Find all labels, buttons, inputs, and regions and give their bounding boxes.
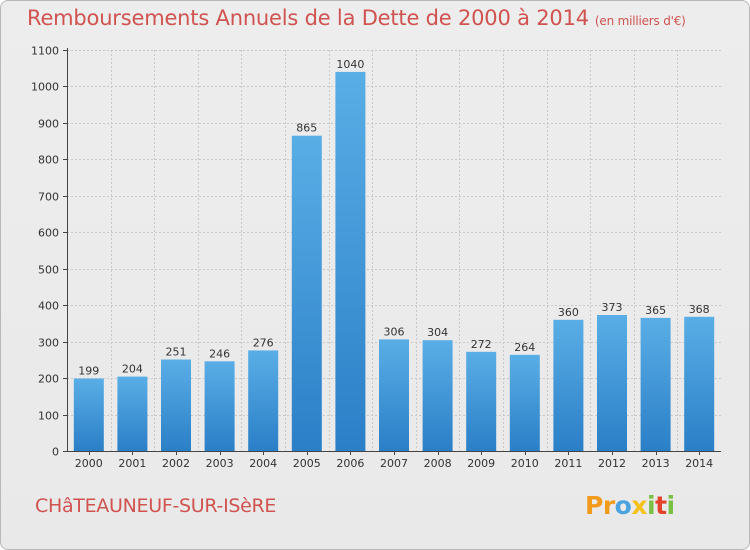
bar bbox=[466, 351, 497, 451]
data-label: 272 bbox=[471, 338, 492, 351]
x-tick-label: 2009 bbox=[467, 457, 495, 470]
bar bbox=[597, 315, 627, 451]
x-tick-label: 2002 bbox=[162, 457, 190, 470]
y-tick-label: 800 bbox=[38, 154, 59, 167]
x-tick-label: 2003 bbox=[206, 457, 234, 470]
data-label: 304 bbox=[427, 326, 448, 339]
bar bbox=[640, 317, 671, 451]
bar bbox=[509, 354, 540, 451]
y-tick-label: 300 bbox=[38, 337, 59, 350]
chart-unit: (en milliers d'€) bbox=[594, 14, 686, 28]
y-tick-label: 200 bbox=[38, 373, 59, 386]
bar bbox=[684, 316, 715, 451]
bar bbox=[335, 71, 366, 452]
data-label: 246 bbox=[209, 347, 230, 360]
logo-letter: x bbox=[631, 491, 647, 520]
data-label: 204 bbox=[122, 363, 143, 376]
bars bbox=[73, 71, 715, 452]
bar bbox=[204, 361, 235, 451]
logo-letter: r bbox=[602, 491, 615, 520]
y-tick-label: 1100 bbox=[31, 45, 59, 58]
commune-name: CHâTEAUNEUF-SUR-ISèRE bbox=[35, 495, 277, 517]
logo-letter: i bbox=[666, 491, 676, 520]
chart-title: Remboursements Annuels de la Dette de 20… bbox=[27, 6, 686, 30]
x-tick-label: 2010 bbox=[511, 457, 539, 470]
logo-letter: t bbox=[655, 491, 667, 520]
x-tick-label: 2004 bbox=[249, 457, 277, 470]
bar bbox=[553, 319, 584, 451]
y-tick-label: 600 bbox=[38, 227, 59, 240]
y-tick-label: 900 bbox=[38, 118, 59, 131]
bar bbox=[161, 359, 191, 451]
proxiti-logo[interactable]: Proxiti bbox=[585, 491, 675, 520]
bar bbox=[422, 340, 453, 451]
x-tick-label: 2012 bbox=[598, 457, 626, 470]
data-labels: 199 204 251 246 276 865 1040 306 304 272 264 360 373… bbox=[78, 58, 709, 378]
bar bbox=[291, 135, 322, 451]
x-tick-label: 2006 bbox=[336, 457, 364, 470]
axes: 0 100 200 300 400 500 600 700 800 900 1000 1100 2000… bbox=[31, 45, 721, 470]
logo-letter: i bbox=[647, 491, 656, 520]
x-tick-label: 2014 bbox=[685, 457, 713, 470]
data-label: 373 bbox=[602, 301, 623, 314]
x-tick-label: 2001 bbox=[118, 457, 146, 470]
bar bbox=[117, 376, 148, 451]
logo-letter: P bbox=[585, 491, 603, 520]
x-tick-label: 2008 bbox=[424, 457, 452, 470]
data-label: 365 bbox=[645, 304, 666, 317]
chart-title-text: Remboursements Annuels de la Dette de 20… bbox=[27, 6, 589, 30]
x-tick-label: 2011 bbox=[554, 457, 582, 470]
x-tick-label: 2000 bbox=[75, 457, 103, 470]
y-tick-label: 0 bbox=[52, 446, 59, 459]
x-tick-label: 2007 bbox=[380, 457, 408, 470]
data-label: 368 bbox=[689, 303, 710, 316]
data-label: 360 bbox=[558, 306, 579, 319]
data-label: 199 bbox=[78, 365, 99, 378]
y-tick-label: 400 bbox=[38, 300, 59, 313]
bar bbox=[248, 350, 279, 451]
y-tick-label: 500 bbox=[38, 264, 59, 277]
y-tick-label: 1000 bbox=[31, 81, 59, 94]
data-label: 306 bbox=[384, 325, 405, 338]
bar bbox=[379, 339, 409, 451]
x-tick-label: 2005 bbox=[293, 457, 321, 470]
data-label: 276 bbox=[253, 336, 274, 349]
data-label: 865 bbox=[296, 122, 317, 135]
x-tick-label: 2013 bbox=[642, 457, 670, 470]
logo-letter: o bbox=[614, 491, 632, 520]
y-tick-label: 700 bbox=[38, 191, 59, 204]
data-label: 1040 bbox=[336, 58, 364, 71]
y-tick-label: 100 bbox=[38, 410, 59, 423]
data-label: 264 bbox=[514, 341, 535, 354]
data-label: 251 bbox=[166, 346, 187, 359]
bar bbox=[73, 378, 104, 451]
